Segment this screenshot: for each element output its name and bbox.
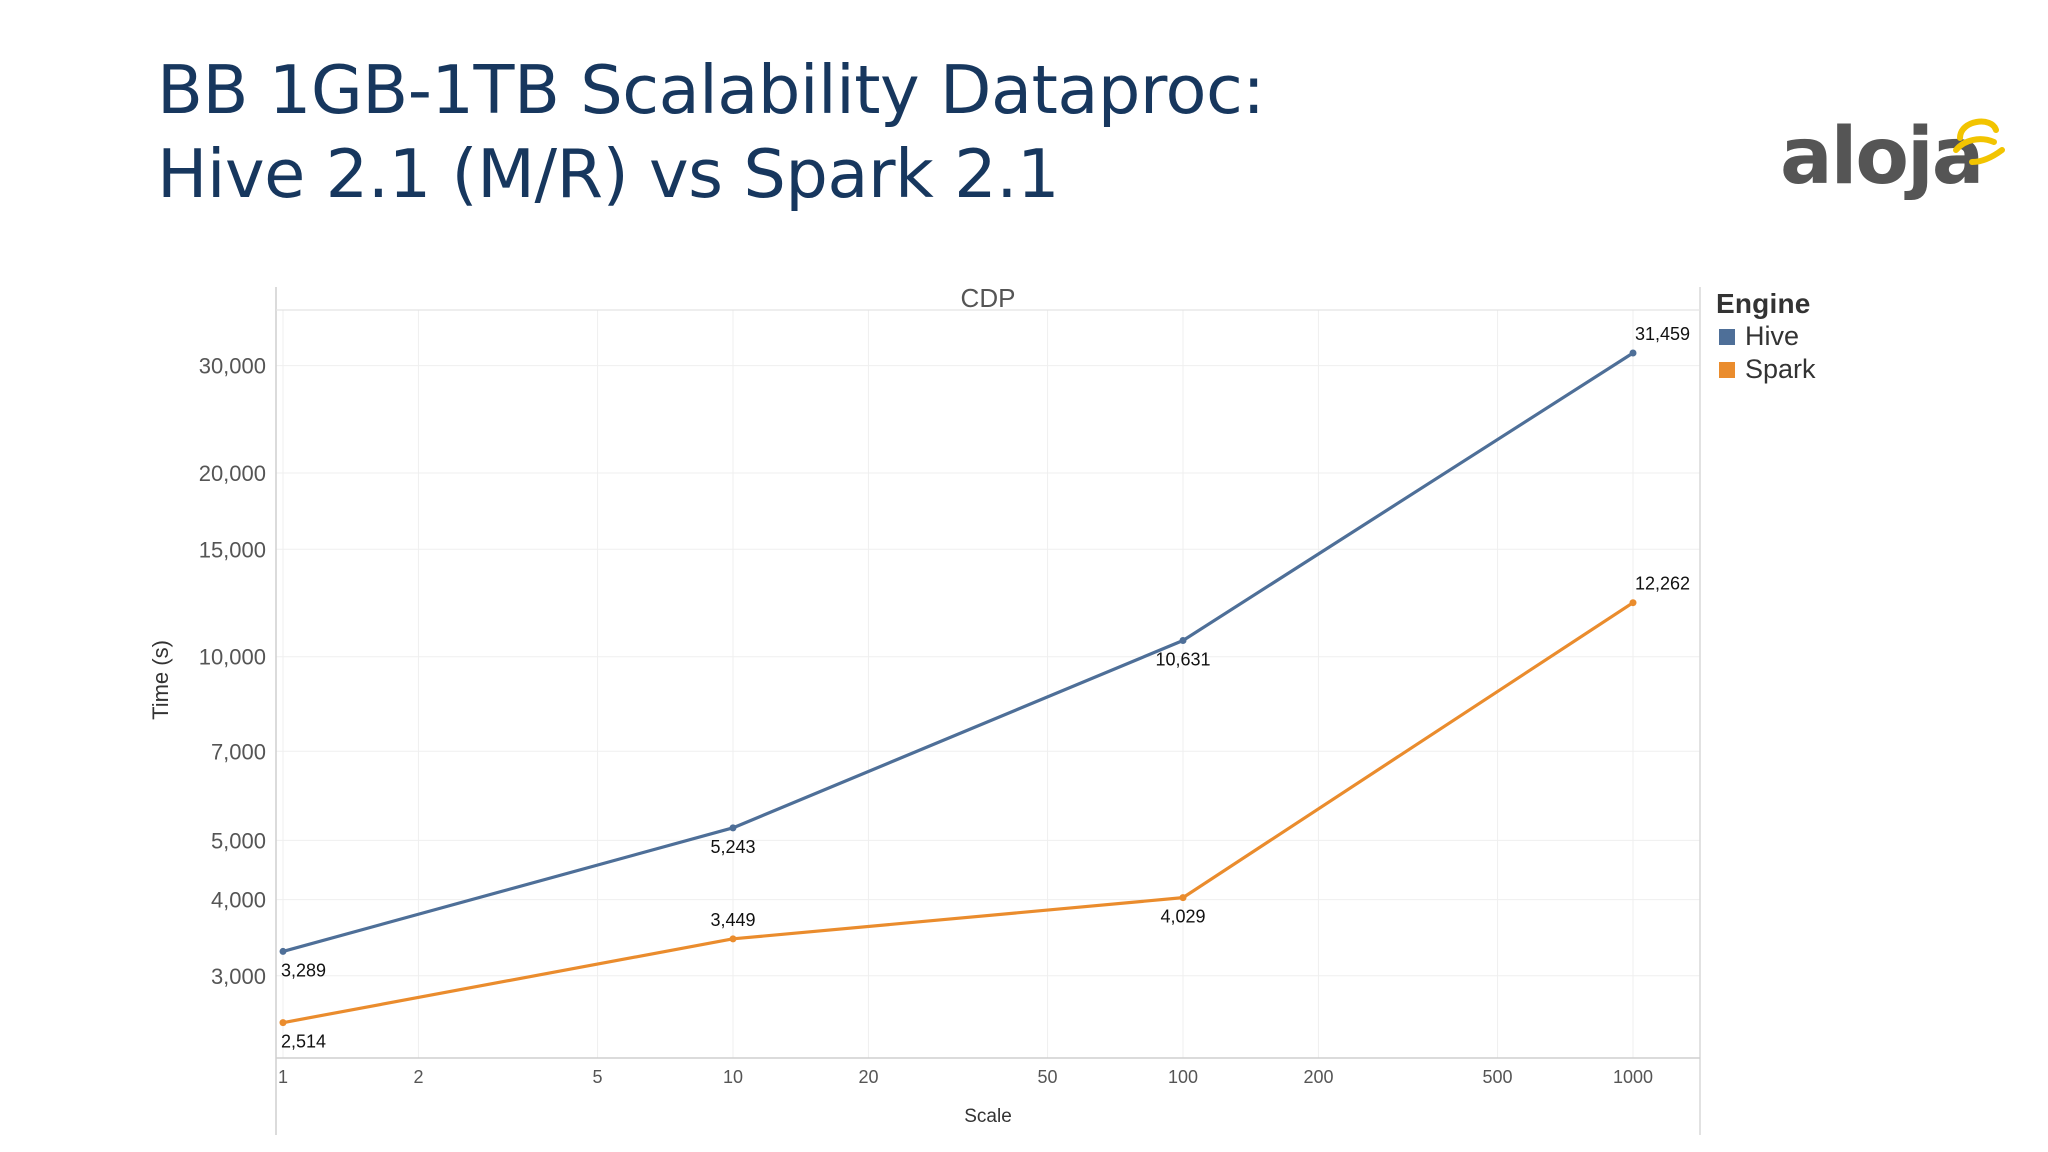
chart-title: CDP bbox=[961, 283, 1016, 313]
data-label-hive: 31,459 bbox=[1635, 324, 1690, 344]
data-point-hive bbox=[1179, 637, 1187, 645]
y-tick-label: 5,000 bbox=[211, 828, 266, 853]
y-axis-label: Time (s) bbox=[148, 640, 173, 720]
x-tick-label: 20 bbox=[858, 1067, 878, 1087]
x-tick-label: 200 bbox=[1303, 1067, 1333, 1087]
legend-item-hive[interactable]: Hive bbox=[1716, 320, 1816, 353]
x-tick-label: 1 bbox=[278, 1067, 288, 1087]
logo-text: aloja bbox=[1780, 112, 1984, 202]
legend-swatch-spark bbox=[1719, 361, 1735, 378]
data-point-spark bbox=[1629, 599, 1637, 607]
y-tick-label: 30,000 bbox=[199, 354, 266, 379]
y-tick-label: 7,000 bbox=[211, 739, 266, 764]
logo-mark-icon bbox=[1953, 118, 2005, 165]
legend-label-spark: Spark bbox=[1745, 354, 1816, 384]
y-tick-label: 15,000 bbox=[199, 537, 266, 562]
data-point-hive bbox=[1629, 349, 1637, 357]
data-point-spark bbox=[729, 935, 737, 943]
legend-title: Engine bbox=[1716, 288, 1811, 319]
legend-item-spark[interactable]: Spark bbox=[1716, 353, 1816, 386]
x-tick-label: 1000 bbox=[1613, 1067, 1653, 1087]
data-label-spark: 4,029 bbox=[1160, 907, 1205, 927]
series-line-hive bbox=[282, 351, 1634, 953]
plot-frame bbox=[275, 287, 1701, 1135]
slide-title-line-1: BB 1GB-1TB Scalability Dataproc: bbox=[157, 51, 1265, 129]
data-point-hive bbox=[279, 947, 287, 955]
y-axis-ticks: 3,000 4,000 5,000 7,000 10,000 15,000 20,000 30… bbox=[199, 354, 266, 989]
data-label-hive: 3,289 bbox=[281, 960, 326, 980]
aloja-logo: aloja bbox=[1780, 110, 2020, 220]
y-tick-label: 4,000 bbox=[211, 888, 266, 913]
data-label-spark: 2,514 bbox=[281, 1032, 326, 1052]
data-label-spark: 3,449 bbox=[710, 910, 755, 930]
legend-swatch-hive bbox=[1719, 328, 1735, 345]
legend-label-hive: Hive bbox=[1745, 321, 1800, 351]
slide-title-line-2: Hive 2.1 (M/R) vs Spark 2.1 bbox=[157, 135, 1060, 213]
data-label-hive: 10,631 bbox=[1155, 650, 1210, 670]
data-point-spark bbox=[1179, 894, 1187, 902]
slide-title: BB 1GB-1TB Scalability Dataproc: Hive 2.… bbox=[157, 48, 1265, 216]
x-tick-label: 100 bbox=[1168, 1067, 1198, 1087]
data-label-hive: 5,243 bbox=[710, 837, 755, 857]
series-line-spark bbox=[282, 601, 1634, 1025]
x-tick-label: 500 bbox=[1483, 1067, 1513, 1087]
x-tick-label: 50 bbox=[1038, 1067, 1058, 1087]
data-point-hive bbox=[729, 824, 737, 832]
y-tick-label: 10,000 bbox=[199, 645, 266, 670]
series: 3,289 5,243 10,631 31,459 2,514 3,449 4,029 12,… bbox=[279, 324, 1690, 1052]
data-label-spark: 12,262 bbox=[1635, 574, 1690, 594]
data-point-spark bbox=[279, 1019, 287, 1027]
grid bbox=[276, 310, 1700, 1058]
x-axis-ticks: 1 2 5 10 20 50 100 200 500 1000 bbox=[278, 1067, 1653, 1087]
y-tick-label: 20,000 bbox=[199, 461, 266, 486]
x-axis-label: Scale bbox=[964, 1106, 1012, 1127]
x-tick-label: 5 bbox=[593, 1067, 603, 1087]
x-tick-label: 10 bbox=[723, 1067, 743, 1087]
y-tick-label: 3,000 bbox=[211, 964, 266, 989]
legend: Engine Hive Spark bbox=[1716, 288, 1816, 386]
x-tick-label: 2 bbox=[413, 1067, 423, 1087]
